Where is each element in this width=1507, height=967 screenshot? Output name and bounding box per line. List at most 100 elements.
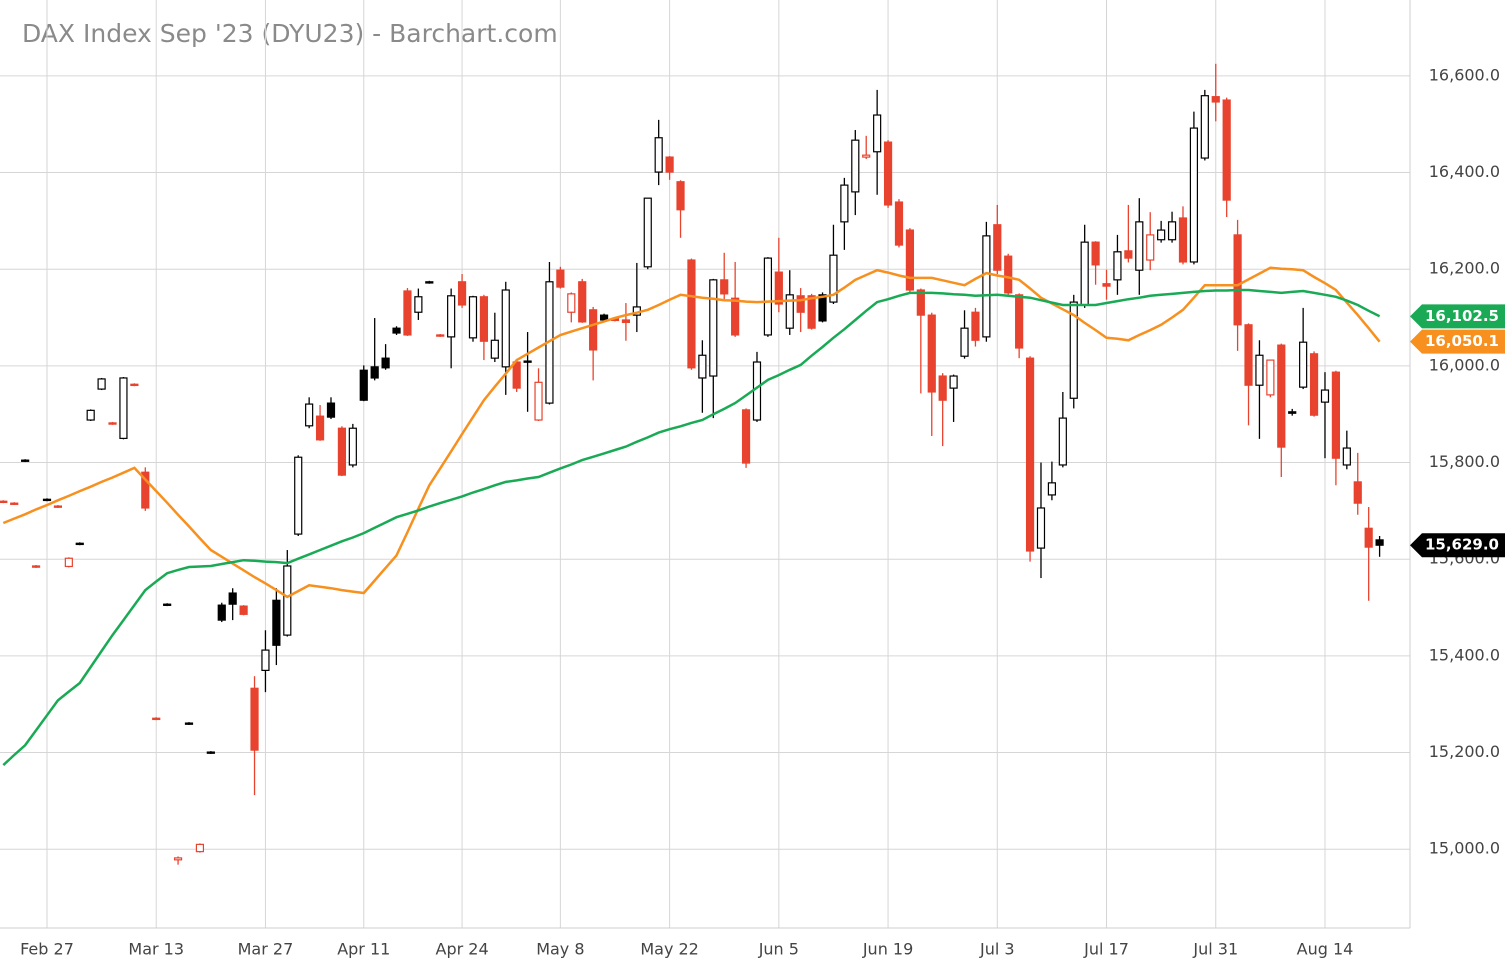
candle-body — [1124, 250, 1133, 259]
candle-body — [315, 415, 325, 441]
price-badge — [1410, 304, 1505, 329]
candle-body — [152, 717, 161, 721]
moving-average-line — [2, 266, 1381, 599]
candle-body — [785, 294, 794, 329]
x-tick-label: Jul 3 — [979, 940, 1015, 959]
candle-body — [1364, 527, 1373, 548]
candle-body — [1244, 324, 1253, 386]
candle-body — [840, 184, 849, 223]
x-tick-label: May 8 — [536, 940, 584, 959]
candle-body — [589, 309, 598, 351]
candle-body — [621, 319, 631, 323]
candle-body — [698, 354, 707, 379]
candle-body — [1200, 95, 1209, 159]
y-tick-label: 15,200.0 — [1429, 742, 1500, 761]
candle-body — [873, 114, 882, 153]
candle-body — [665, 156, 674, 173]
x-tick-label: Apr 24 — [436, 940, 489, 959]
candle-body — [447, 295, 456, 338]
candle-body — [261, 649, 270, 671]
candle-body — [184, 722, 194, 725]
candle-body — [42, 498, 52, 502]
candle-body — [1015, 294, 1024, 349]
candle-body — [687, 259, 696, 369]
candle-body — [283, 565, 292, 636]
candle-body — [21, 459, 30, 462]
candle-body — [1375, 539, 1384, 546]
x-tick-label: Jun 5 — [758, 940, 799, 959]
candle-body — [250, 687, 259, 751]
candle-body — [938, 375, 947, 401]
y-tick-label: 16,000.0 — [1429, 355, 1500, 374]
candle-body — [1211, 96, 1220, 103]
candle-body — [807, 295, 816, 329]
candle-body — [1189, 127, 1199, 263]
candle-body — [1157, 229, 1166, 241]
price-badge-label: 16,102.5 — [1425, 307, 1499, 325]
candle-body — [556, 269, 565, 288]
candle-body — [1102, 283, 1111, 287]
x-tick-label: May 22 — [640, 940, 699, 959]
candle-body — [916, 289, 925, 316]
candle-body — [305, 403, 314, 427]
y-tick-label: 16,600.0 — [1429, 65, 1500, 84]
candle-body — [894, 201, 904, 246]
candle-body — [163, 603, 172, 606]
candle-body — [490, 339, 499, 359]
candle-body — [119, 377, 128, 439]
x-tick-label: Jul 31 — [1192, 940, 1238, 959]
candle-body — [141, 471, 150, 509]
candle-body — [392, 327, 401, 334]
candle-body — [97, 378, 106, 390]
candle-body — [720, 279, 729, 295]
candle-body — [1047, 482, 1057, 496]
candle-body — [818, 294, 827, 322]
candle-body — [1058, 417, 1067, 466]
y-tick-label: 15,400.0 — [1429, 645, 1500, 664]
candle-body — [501, 289, 510, 368]
candle-body — [1146, 234, 1155, 261]
candle-body — [1320, 389, 1330, 403]
candle-body — [1080, 241, 1089, 306]
y-tick-label: 15,000.0 — [1429, 839, 1500, 858]
y-tick-label: 15,800.0 — [1429, 452, 1500, 471]
x-tick-label: Apr 11 — [337, 940, 390, 959]
candle-body — [905, 229, 915, 291]
candle-body — [643, 197, 652, 268]
candle-body — [1342, 447, 1351, 466]
candle-body — [228, 592, 237, 605]
candle-body — [1135, 221, 1144, 271]
x-tick-label: Jul 17 — [1083, 940, 1129, 959]
candle-body — [883, 141, 893, 206]
candle-body — [829, 254, 838, 303]
candle-body — [1222, 99, 1231, 201]
moving-average-line — [2, 288, 1381, 767]
candle-body — [359, 369, 368, 401]
candle-body — [337, 427, 347, 476]
candle-body — [348, 427, 357, 466]
price-badge — [1410, 329, 1505, 354]
candle-body — [949, 375, 958, 389]
candle-body — [534, 381, 543, 421]
candle-body — [75, 542, 84, 546]
x-tick-label: Aug 14 — [1297, 940, 1354, 959]
candle-body — [774, 271, 783, 305]
candle-body — [993, 224, 1002, 271]
candle-body — [971, 311, 980, 341]
candle-body — [414, 296, 423, 313]
candle-body — [10, 502, 19, 505]
candle-body — [1331, 371, 1341, 459]
x-tick-label: Mar 27 — [238, 940, 294, 959]
candle-body — [1255, 354, 1264, 386]
x-tick-label: Feb 27 — [20, 940, 74, 959]
candle-body — [1113, 251, 1122, 281]
candle-body — [195, 843, 205, 853]
candle-body — [370, 366, 379, 379]
candle-body — [326, 402, 336, 418]
candle-body — [1004, 255, 1013, 294]
candle-body — [752, 361, 762, 421]
x-tick-label: Jun 19 — [862, 940, 913, 959]
candle-body — [654, 137, 663, 173]
candle-body — [381, 357, 390, 369]
